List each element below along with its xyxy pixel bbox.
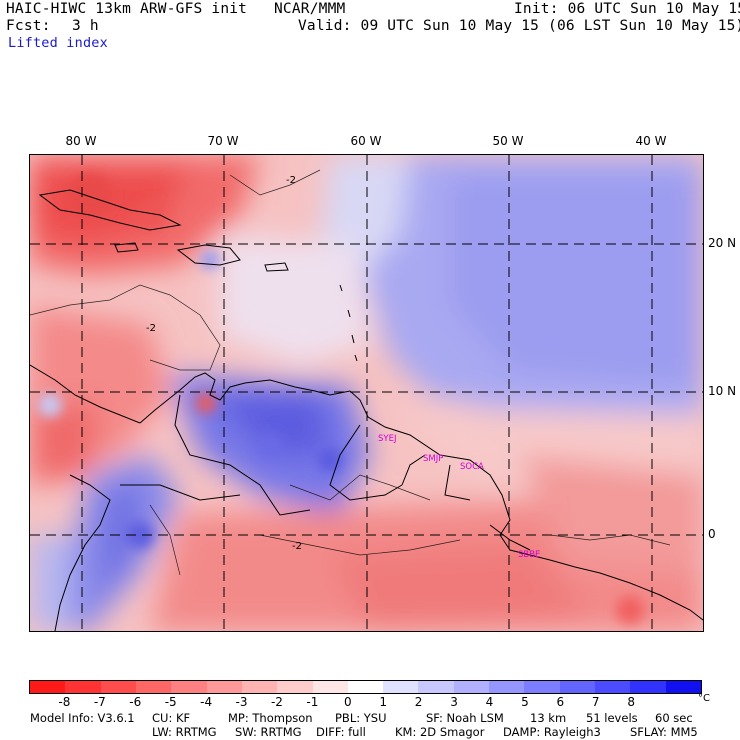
station-smjp: SMJP (423, 454, 443, 464)
footer-diffusion: DIFF: full (316, 725, 366, 739)
colorbar-tick-label: 5 (521, 695, 529, 709)
lat-label-10n: 10 N (708, 384, 737, 398)
station-syej: SYEJ (378, 434, 396, 444)
field-detail (38, 173, 644, 624)
footer-longwave: LW: RRTMG (152, 725, 217, 739)
colorbar-tick-label: -3 (235, 695, 248, 709)
footer-sflay: SFLAY: MM5 (630, 725, 698, 739)
colorbar-cell (100, 681, 136, 693)
footer-microphysics: MP: Thompson (228, 711, 313, 725)
footer-timestep: 60 sec (655, 711, 693, 725)
lon-label-70w: 70 W (207, 134, 239, 148)
colorbar-cell (418, 681, 454, 693)
lat-lon-grid (30, 155, 703, 631)
colorbar-tick-label: -6 (129, 695, 142, 709)
coastlines (30, 189, 703, 631)
colorbar-cell (277, 681, 313, 693)
lat-label-20n: 20 N (708, 236, 737, 250)
colorbar-tick-label: -5 (164, 695, 177, 709)
colorbar-cell (206, 681, 242, 693)
organization-label: NCAR/MMM (274, 1, 346, 17)
colorbar-cell (65, 681, 101, 693)
footer-levels: 51 levels (586, 711, 638, 725)
colorbar-tick-label: -1 (306, 695, 319, 709)
lon-label-60w: 60 W (350, 134, 382, 148)
colorbar-cell (559, 681, 595, 693)
footer-pbl: PBL: YSU (335, 711, 387, 725)
model-title: HAIC-HIWC 13km ARW-GFS init (6, 1, 248, 17)
lon-label-40w: 40 W (635, 134, 667, 148)
colorbar-cell (524, 681, 560, 693)
footer-damping: DAMP: Rayleigh3 (503, 725, 601, 739)
colorbar-tick-label: -8 (58, 695, 71, 709)
colorbar-tick-label: 8 (627, 695, 635, 709)
contour-label: -2 (286, 175, 296, 186)
colorbar-cell (241, 681, 278, 693)
colorbar-tick-label: 4 (485, 695, 494, 709)
colorbar-unit: °C (698, 693, 710, 704)
footer-shortwave: SW: RRTMG (235, 725, 302, 739)
contours (30, 169, 671, 576)
colorbar-cell (347, 681, 384, 693)
colorbar-tick-label: -4 (200, 695, 213, 709)
lat-label-equator: 0 (708, 527, 716, 541)
colorbar-tick-label: 3 (450, 695, 458, 709)
colorbar (29, 680, 702, 694)
field-name: Lifted index (8, 35, 108, 51)
footer-cumulus: CU: KF (152, 711, 191, 725)
colorbar-tick-label: 1 (379, 695, 388, 709)
lon-label-80w: 80 W (65, 134, 97, 148)
footer-surface: SF: Noah LSM (426, 711, 504, 725)
footer-km: KM: 2D Smagor (395, 725, 485, 739)
colorbar-tick-label: 6 (556, 695, 565, 709)
colorbar-cell (595, 681, 631, 693)
lifted-index-map: -2 -2 -2 -2 SYEJ SMJP SOCA SBBE (29, 154, 704, 632)
colorbar-tick-label: -2 (270, 695, 283, 709)
station-markers: SYEJ SMJP SOCA SBBE (378, 434, 540, 560)
colorbar-cell (312, 681, 348, 693)
valid-time: Valid: 09 UTC Sun 10 May 15 (06 LST Sun … (298, 18, 740, 34)
colorbar-cell (489, 681, 525, 693)
colorbar-cell (30, 681, 66, 693)
station-sbbe: SBBE (518, 550, 540, 560)
footer-model-info: Model Info: V3.6.1 (30, 711, 135, 725)
colorbar-tick-label: -7 (93, 695, 106, 709)
init-time: Init: 06 UTC Sun 10 May 15 (514, 1, 740, 17)
contour-label: -2 (292, 541, 302, 552)
colorbar-cell (665, 681, 701, 693)
forecast-hour: 3 h (72, 18, 99, 34)
footer-resolution: 13 km (530, 711, 567, 725)
station-soca: SOCA (460, 462, 484, 472)
colorbar-cell (383, 681, 419, 693)
lon-label-50w: 50 W (492, 134, 524, 148)
colorbar-tick-label: 7 (591, 695, 600, 709)
colorbar-tick-label: 2 (414, 695, 423, 709)
contour-label: -2 (146, 323, 156, 334)
map-canvas: -2 -2 -2 -2 SYEJ SMJP SOCA SBBE (30, 155, 703, 631)
colorbar-cell (171, 681, 207, 693)
forecast-label: Fcst: (6, 18, 51, 34)
colorbar-cell (630, 681, 666, 693)
colorbar-cell (453, 681, 490, 693)
colorbar-cell (135, 681, 172, 693)
colorbar-tick-label: 0 (343, 695, 352, 709)
